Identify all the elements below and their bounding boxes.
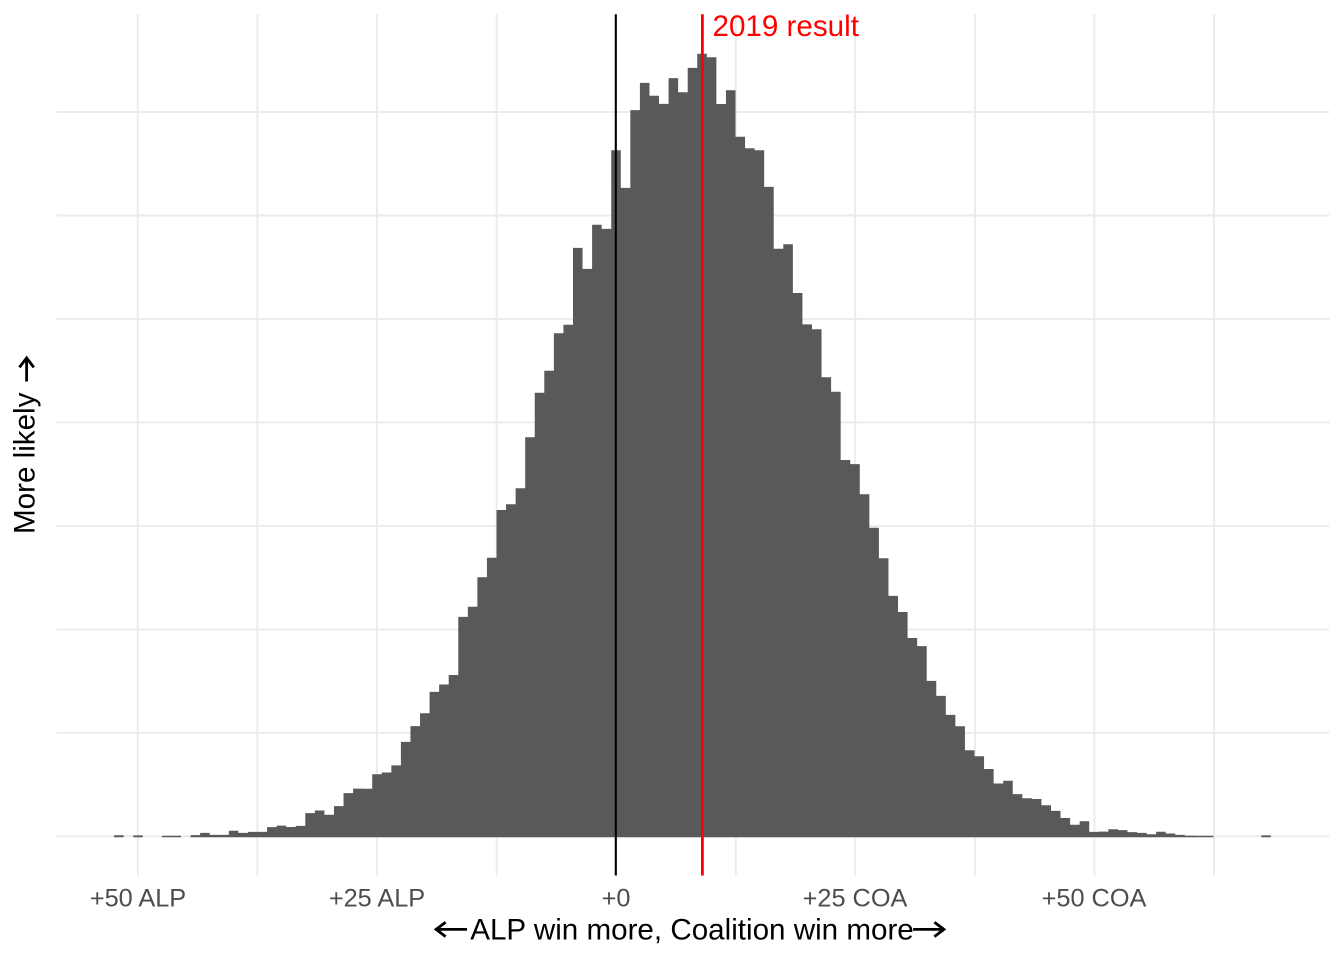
svg-text:+0: +0 (602, 885, 631, 913)
svg-text:More likely: More likely (9, 392, 42, 534)
svg-text:+25 COA: +25 COA (803, 885, 908, 913)
svg-text:ALP win more, Coalition win mo: ALP win more, Coalition win more (470, 914, 914, 947)
svg-text:+25 ALP: +25 ALP (329, 885, 425, 913)
svg-text:+50 ALP: +50 ALP (90, 885, 186, 913)
svg-text:2019 result: 2019 result (713, 10, 859, 43)
svg-text:+50 COA: +50 COA (1042, 885, 1147, 913)
